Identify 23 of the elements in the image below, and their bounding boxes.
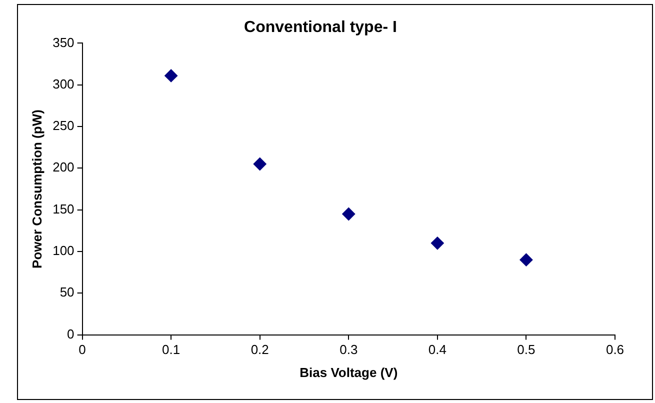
x-axis-title: Bias Voltage (V) xyxy=(300,364,398,380)
y-tick-label: 250 xyxy=(52,118,74,134)
point xyxy=(342,207,356,220)
x-tick-label: 0.3 xyxy=(340,342,358,358)
y-tick-label: 50 xyxy=(60,284,74,300)
chart-title: Conventional type- I xyxy=(244,19,397,36)
y-tick-label: 350 xyxy=(52,34,74,50)
x-tick-label: 0.2 xyxy=(250,342,269,358)
y-tick-label: 150 xyxy=(52,201,74,216)
x-tick-label: 0.1 xyxy=(162,342,180,358)
point xyxy=(520,253,533,266)
y-axis-title: Power Consumption (pW) xyxy=(29,110,44,268)
x-tick-label: 0.5 xyxy=(517,342,536,358)
x-tick-label: 0.6 xyxy=(606,342,624,358)
y-tick-label: 300 xyxy=(52,76,74,92)
x-tick-label: 0.4 xyxy=(428,342,446,358)
x-tick-label: 0 xyxy=(78,342,86,358)
y-tick-label: 100 xyxy=(52,243,74,258)
point xyxy=(164,69,178,82)
point xyxy=(253,158,266,171)
point xyxy=(430,236,444,250)
y-tick-label: 0 xyxy=(67,326,74,342)
y-tick-label: 200 xyxy=(52,160,74,175)
